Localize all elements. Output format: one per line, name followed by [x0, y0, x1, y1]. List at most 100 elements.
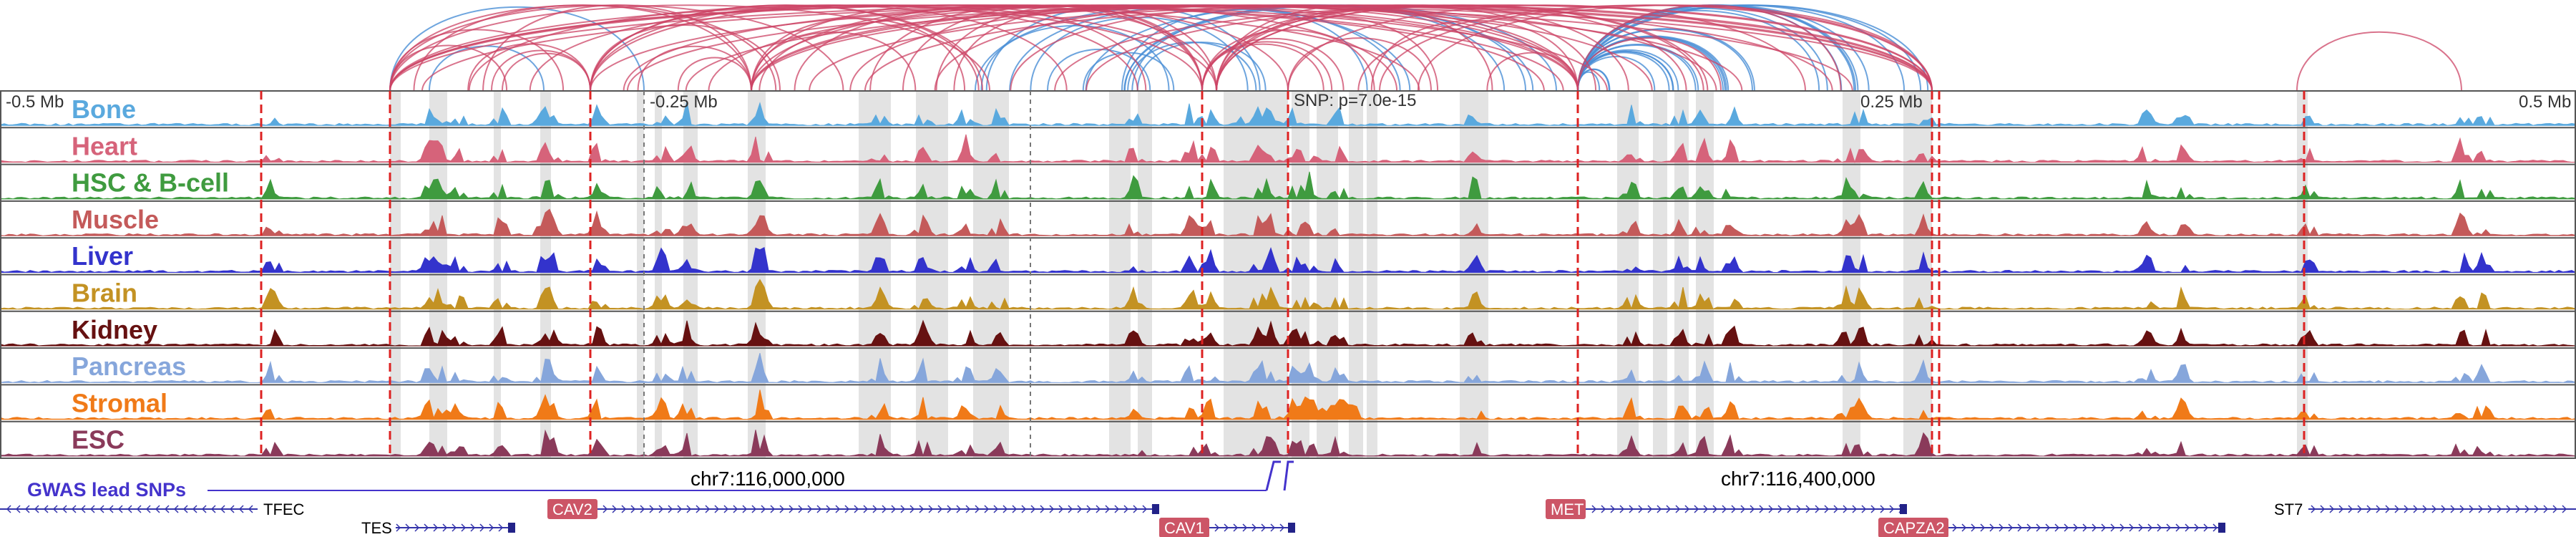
strand-arrow	[1279, 523, 1285, 532]
strand-arrow	[965, 505, 971, 513]
strand-arrow	[677, 505, 683, 513]
gene-cav1: CAV1	[1159, 518, 1295, 537]
gene-label-box	[547, 499, 597, 519]
gene-label: CAV2	[552, 500, 592, 518]
strand-arrow	[220, 505, 225, 513]
strand-arrow	[1096, 505, 1101, 513]
strand-arrow	[696, 505, 701, 513]
strand-arrow	[1049, 505, 1055, 513]
strand-arrow	[1787, 505, 1792, 513]
strand-arrow	[1833, 505, 1839, 513]
strand-arrow	[826, 505, 831, 513]
gene-met: MET	[1546, 499, 1907, 519]
strand-arrow	[1252, 523, 1257, 532]
interaction-arcs	[389, 4, 2462, 92]
strand-arrow	[89, 505, 95, 513]
gene-tes: TES	[358, 518, 515, 537]
strand-arrow	[1703, 505, 1709, 513]
strand-arrow	[2194, 523, 2200, 532]
strand-arrow	[1591, 505, 1597, 513]
gene-tfec: TFEC	[0, 499, 308, 519]
strand-arrow	[2366, 505, 2372, 513]
gene-label-bg	[358, 518, 396, 537]
strand-arrow	[2487, 505, 2493, 513]
strand-arrow	[1777, 505, 1783, 513]
interaction-arc	[1085, 4, 1933, 92]
strand-arrow	[182, 505, 188, 513]
strand-arrow	[1142, 505, 1148, 513]
strand-arrow	[1012, 505, 1018, 513]
strand-arrow	[919, 505, 924, 513]
signal-area	[0, 246, 2576, 274]
strand-arrow	[621, 505, 627, 513]
strand-arrow	[1870, 505, 1876, 513]
strand-arrow	[742, 505, 748, 513]
strand-arrow	[2064, 523, 2069, 532]
strand-arrow	[2404, 505, 2409, 513]
strand-arrow	[117, 505, 123, 513]
strand-arrow	[1805, 505, 1811, 513]
strand-arrow	[1629, 505, 1634, 513]
gwas-label: GWAS lead SNPs	[27, 479, 186, 500]
strand-arrow	[602, 505, 608, 513]
strand-arrow	[2212, 523, 2218, 532]
interaction-arc	[1216, 15, 1439, 92]
interaction-arc	[1577, 37, 1722, 92]
strand-arrow	[201, 505, 207, 513]
strand-arrow	[1270, 523, 1276, 532]
gene-cav2: CAV2	[547, 499, 1159, 519]
strand-arrow	[1638, 505, 1644, 513]
strand-arrow	[1880, 505, 1885, 513]
strand-arrow	[1952, 523, 1958, 532]
strand-arrow	[2017, 523, 2023, 532]
gwas-marker	[1283, 460, 1294, 491]
strand-arrow	[24, 505, 30, 513]
strand-arrow	[2175, 523, 2181, 532]
strand-arrow	[396, 523, 401, 532]
strand-arrow	[2441, 505, 2446, 513]
signal-area	[0, 279, 2576, 310]
strand-arrow	[1214, 523, 1220, 532]
strand-arrow	[2385, 505, 2391, 513]
interaction-arc	[421, 4, 1933, 92]
strand-arrow	[405, 523, 411, 532]
track-label: Stromal	[72, 388, 167, 417]
strand-arrow	[479, 523, 485, 532]
track-label: Heart	[72, 131, 137, 160]
interaction-arc	[1216, 4, 1709, 92]
strand-arrow	[1796, 505, 1802, 513]
gene-label-box	[1546, 499, 1586, 519]
strand-arrow	[1731, 505, 1737, 513]
strand-arrow	[1040, 505, 1045, 513]
strand-arrow	[1114, 505, 1120, 513]
interaction-arc	[1577, 4, 1842, 92]
gene-label: CAPZA2	[1883, 519, 1945, 537]
strand-arrow	[2422, 505, 2428, 513]
strand-arrow	[789, 505, 794, 513]
strand-arrow	[1843, 505, 1848, 513]
strand-arrow	[2469, 505, 2474, 513]
strand-arrow	[248, 505, 253, 513]
strand-arrow	[975, 505, 980, 513]
interaction-arc	[490, 49, 591, 92]
strand-arrow	[1002, 505, 1008, 513]
strand-arrow	[649, 505, 655, 513]
strand-arrow	[1889, 505, 1895, 513]
track-label: ESC	[72, 425, 125, 455]
strand-arrow	[854, 505, 859, 513]
gene-label: TFEC	[263, 500, 305, 518]
strand-arrow	[1647, 505, 1653, 513]
signal-area	[0, 390, 2576, 420]
strand-arrow	[2524, 505, 2530, 513]
strand-arrow	[2459, 505, 2465, 513]
track-label: Pancreas	[72, 352, 186, 381]
interaction-arc	[637, 45, 752, 92]
strand-arrow	[1068, 505, 1073, 513]
strand-arrow	[2008, 523, 2014, 532]
interaction-arc	[677, 57, 752, 92]
strand-arrow	[2119, 523, 2125, 532]
coord-label: chr7:116,000,000	[691, 468, 845, 490]
strand-arrow	[723, 505, 729, 513]
strand-arrow	[900, 505, 906, 513]
